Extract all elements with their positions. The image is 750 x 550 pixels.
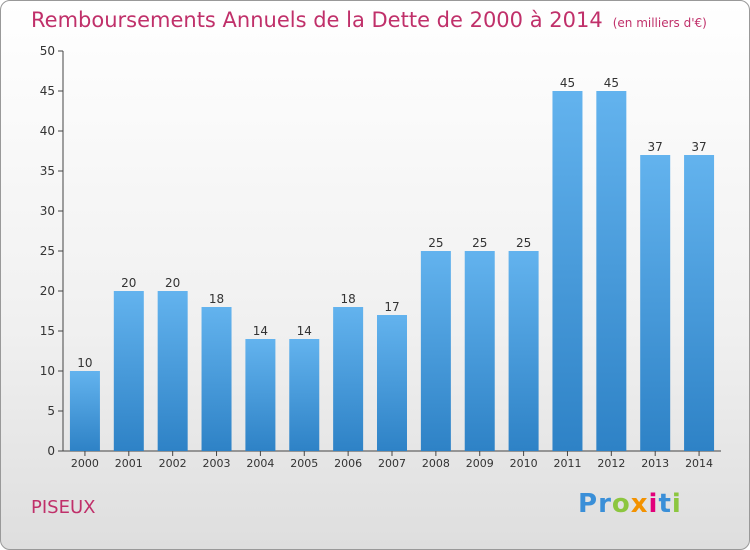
bar-2006 bbox=[333, 307, 364, 451]
bar-2003 bbox=[201, 307, 232, 451]
y-tick-label: 20 bbox=[40, 284, 55, 298]
x-tick-label: 2004 bbox=[246, 457, 274, 470]
logo-letter: o bbox=[611, 489, 631, 519]
bar-2014 bbox=[684, 155, 715, 451]
bar-value-label: 45 bbox=[560, 76, 575, 90]
x-tick-label: 2008 bbox=[422, 457, 450, 470]
y-tick-label: 0 bbox=[47, 444, 55, 458]
bar-value-label: 18 bbox=[209, 292, 224, 306]
chart-title: Remboursements Annuels de la Dette de 20… bbox=[31, 8, 707, 32]
chart-title-main: Remboursements Annuels de la Dette de 20… bbox=[31, 8, 603, 32]
y-tick-label: 50 bbox=[40, 44, 55, 58]
bar-value-label: 37 bbox=[691, 140, 706, 154]
logo-letter: P bbox=[578, 489, 599, 519]
y-tick-label: 40 bbox=[40, 124, 55, 138]
bar-2001 bbox=[113, 291, 144, 451]
bar-value-label: 18 bbox=[340, 292, 355, 306]
y-tick-label: 5 bbox=[47, 404, 55, 418]
y-tick-label: 45 bbox=[40, 84, 55, 98]
bar-value-label: 17 bbox=[384, 300, 399, 314]
x-tick-label: 2006 bbox=[334, 457, 362, 470]
y-tick-label: 10 bbox=[40, 364, 55, 378]
y-tick-label: 35 bbox=[40, 164, 55, 178]
bar-2011 bbox=[552, 91, 583, 451]
commune-name: PISEUX bbox=[31, 497, 96, 518]
chart-subtitle: (en milliers d'€) bbox=[612, 16, 707, 30]
y-tick-label: 25 bbox=[40, 244, 55, 258]
x-tick-label: 2014 bbox=[685, 457, 713, 470]
bar-value-label: 10 bbox=[77, 356, 92, 370]
bar-2010 bbox=[508, 251, 539, 451]
x-tick-label: 2007 bbox=[378, 457, 406, 470]
x-tick-label: 2001 bbox=[115, 457, 143, 470]
bar-2002 bbox=[157, 291, 188, 451]
logo-letter: i bbox=[648, 489, 659, 519]
x-tick-label: 2010 bbox=[510, 457, 538, 470]
bar-value-label: 37 bbox=[648, 140, 663, 154]
bar-value-label: 14 bbox=[297, 324, 312, 338]
bar-2013 bbox=[640, 155, 671, 451]
bar-value-label: 20 bbox=[121, 276, 136, 290]
x-tick-label: 2000 bbox=[71, 457, 99, 470]
x-tick-label: 2003 bbox=[203, 457, 231, 470]
bar-2007 bbox=[377, 315, 407, 451]
bar-value-label: 25 bbox=[472, 236, 487, 250]
logo-letter: r bbox=[598, 489, 612, 519]
bar-value-label: 14 bbox=[253, 324, 268, 338]
logo-letter: t bbox=[658, 489, 672, 519]
bar-value-label: 45 bbox=[604, 76, 619, 90]
bar-2005 bbox=[289, 339, 320, 451]
proxiti-logo: Proxiti bbox=[578, 489, 682, 519]
bar-2012 bbox=[596, 91, 627, 451]
y-tick-label: 15 bbox=[40, 324, 55, 338]
bar-2004 bbox=[245, 339, 276, 451]
y-tick-label: 30 bbox=[40, 204, 55, 218]
bar-2008 bbox=[420, 251, 451, 451]
x-tick-label: 2002 bbox=[159, 457, 187, 470]
x-tick-label: 2011 bbox=[553, 457, 581, 470]
x-tick-label: 2009 bbox=[466, 457, 494, 470]
x-tick-label: 2012 bbox=[597, 457, 625, 470]
logo-letter: i bbox=[671, 489, 682, 519]
bar-2000 bbox=[69, 371, 100, 451]
bar-value-label: 25 bbox=[516, 236, 531, 250]
x-tick-label: 2013 bbox=[641, 457, 669, 470]
x-tick-label: 2005 bbox=[290, 457, 318, 470]
bar-value-label: 25 bbox=[428, 236, 443, 250]
bar-2009 bbox=[464, 251, 495, 451]
logo-letter: x bbox=[630, 489, 649, 519]
bar-value-label: 20 bbox=[165, 276, 180, 290]
